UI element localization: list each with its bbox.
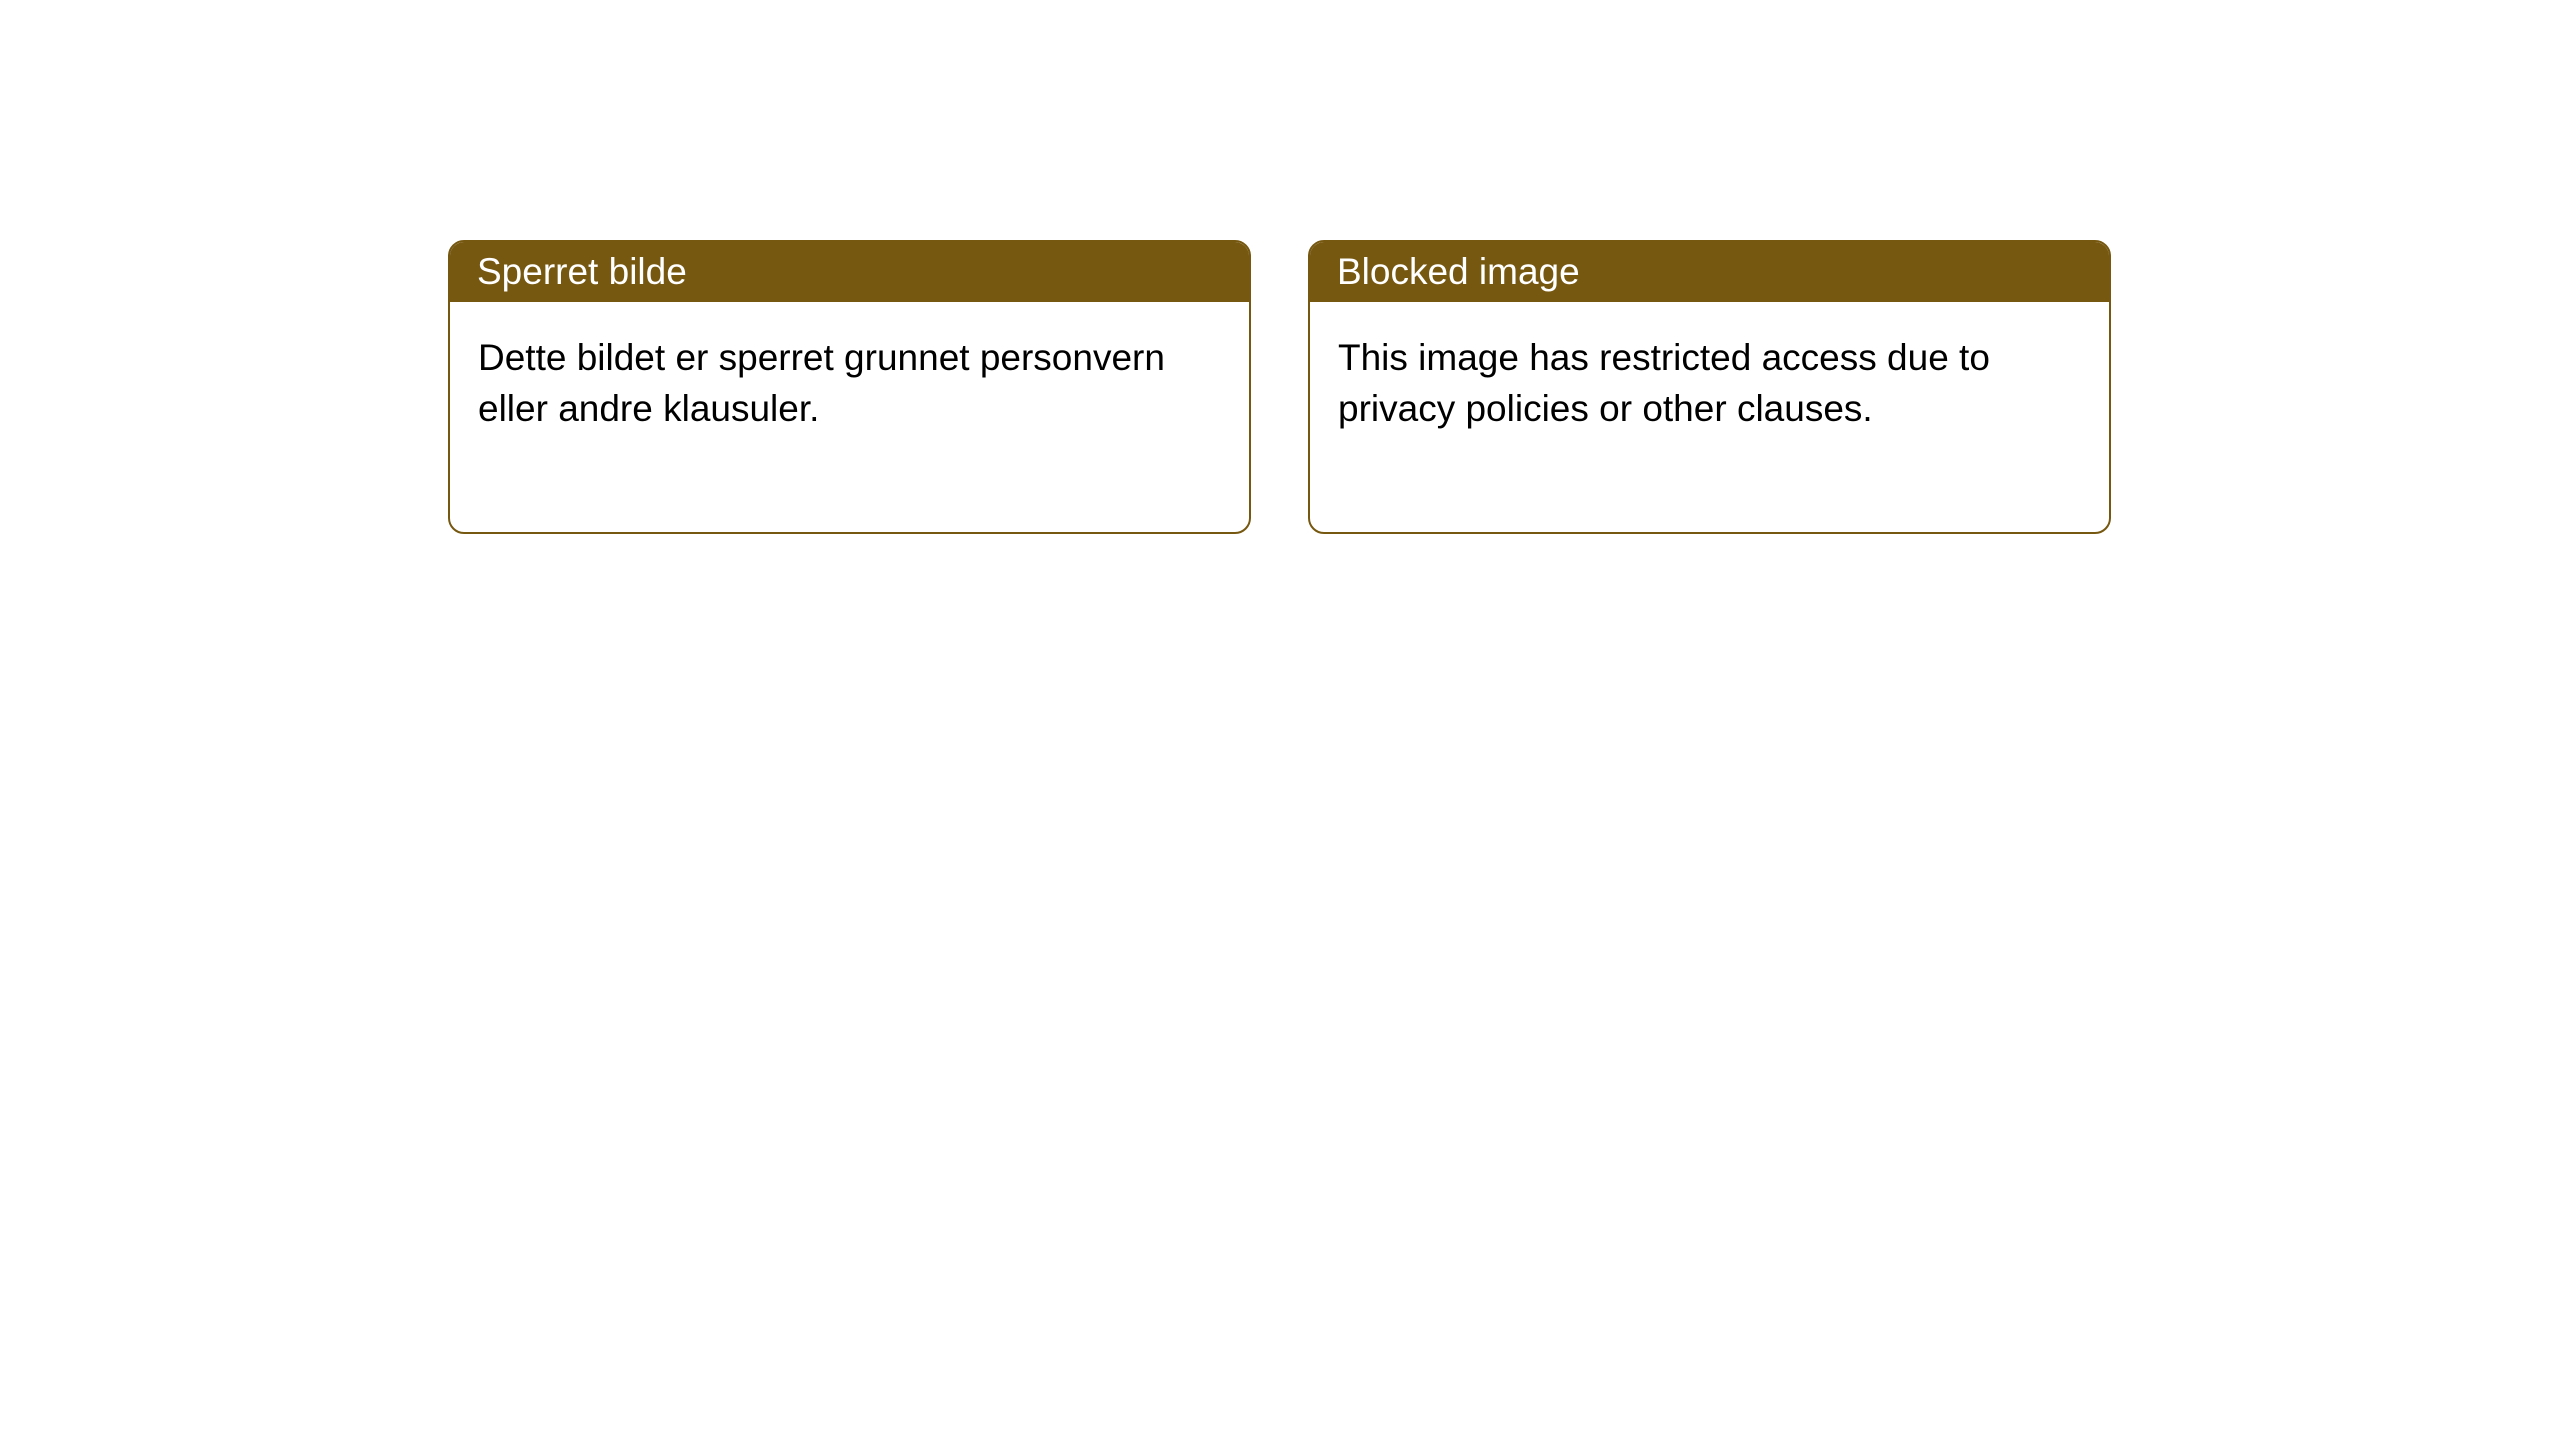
card-body: Dette bildet er sperret grunnet personve… xyxy=(450,302,1249,532)
card-title: Blocked image xyxy=(1337,251,1580,292)
notice-card-english: Blocked image This image has restricted … xyxy=(1308,240,2111,534)
notice-container: Sperret bilde Dette bildet er sperret gr… xyxy=(448,240,2111,534)
card-title: Sperret bilde xyxy=(477,251,687,292)
card-header: Blocked image xyxy=(1310,242,2109,302)
card-header: Sperret bilde xyxy=(450,242,1249,302)
card-body-text: This image has restricted access due to … xyxy=(1338,337,1990,429)
notice-card-norwegian: Sperret bilde Dette bildet er sperret gr… xyxy=(448,240,1251,534)
card-body-text: Dette bildet er sperret grunnet personve… xyxy=(478,337,1165,429)
card-body: This image has restricted access due to … xyxy=(1310,302,2109,532)
